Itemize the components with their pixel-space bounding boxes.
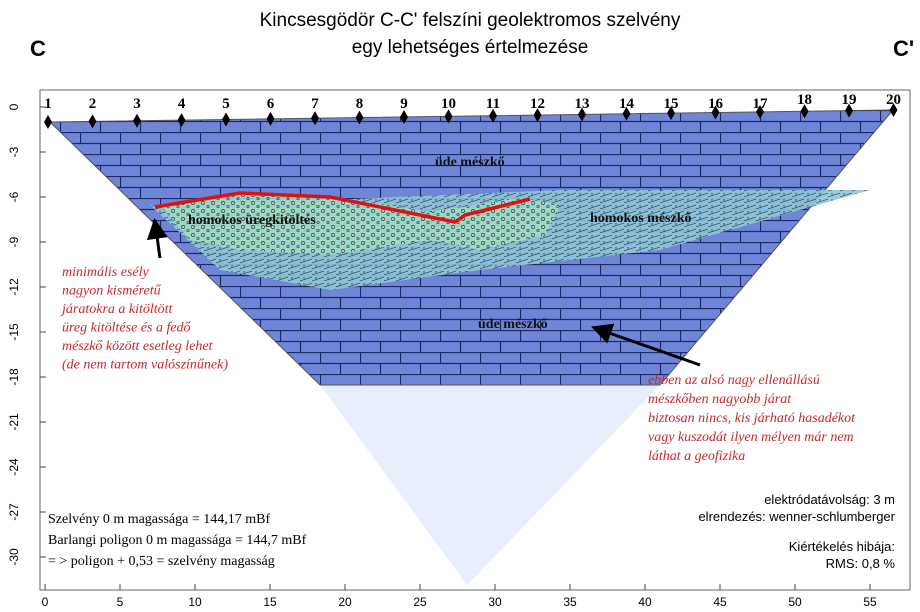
section-end: C [30,36,46,61]
x-tick-label: 15 [263,595,277,609]
electrode-number: 3 [133,96,141,112]
x-tick-label: 10 [188,595,202,609]
electrode-number: 8 [356,96,364,112]
electrode-number: 5 [222,96,230,112]
title: egy lehetséges értelmezése [352,37,589,58]
info: = > poligon + 0,53 = szelvény magasság [48,554,275,569]
y-tick-label: -3 [7,146,21,157]
x-tick-label: 45 [713,595,727,609]
layer-label: üde mészkő [435,155,505,170]
note: ebben az alsó nagy ellenállású [648,373,820,388]
electrode-number: 7 [311,96,319,112]
note: mészkő között esetleg lehet [62,339,214,354]
info: elektródatávolság: 3 m [764,492,895,507]
section-end: C' [893,36,914,61]
y-tick-label: -18 [7,368,21,386]
info: RMS: 0,8 % [826,556,896,571]
x-tick-label: 5 [117,595,124,609]
y-tick-label: -6 [7,191,21,202]
x-tick-label: 25 [413,595,427,609]
info: Barlangi poligon 0 m magassága = 144,7 m… [48,533,307,548]
x-tick-label: 40 [638,595,652,609]
y-tick-label: -12 [7,278,21,296]
info: Kiértékelés hibája: [789,539,895,554]
note: minimális esély [62,265,149,280]
info: elrendezés: wenner-schlumberger [698,509,895,524]
note: láthat a geofizika [648,449,745,464]
note: vagy kuszodát ilyen mélyen már nem [648,430,854,445]
y-tick-label: -24 [7,458,21,476]
note: üreg kitöltése és a fedő [62,321,192,336]
x-tick-label: 0 [42,595,49,609]
note: nagyon kisméretű [62,284,162,299]
y-tick-label: 0 [7,103,21,110]
x-tick-label: 55 [863,595,877,609]
title: Kincsesgödör C-C' felszíni geolektromos … [260,10,681,31]
section-figure: Kincsesgödör C-C' felszíni geolektromos … [0,0,920,612]
electrode-number: 9 [400,96,408,112]
note: (de nem tartom valószínűnek) [62,358,228,373]
note: biztosan nincs, kis járható hasadékot [648,411,856,426]
y-tick-label: -9 [7,236,21,247]
x-tick-label: 30 [488,595,502,609]
y-tick-label: -30 [7,548,21,566]
x-tick-label: 50 [788,595,802,609]
note: járatokra a kitöltött [60,302,174,317]
layer-label: homokos üregkitöltés [188,213,316,228]
x-tick-label: 35 [563,595,577,609]
layer-label: homokos mészkő [590,211,692,226]
info: Szelvény 0 m magassága = 144,17 mBf [48,512,270,527]
y-tick-label: -15 [7,323,21,341]
y-tick-label: -27 [7,503,21,521]
electrode-number: 6 [267,96,275,112]
x-tick-label: 20 [338,595,352,609]
electrode-number: 4 [178,96,186,112]
layer-label: üde mészkő [478,317,548,332]
note: mészkőben nagyobb járat [648,392,792,407]
electrode-number: 2 [89,96,97,112]
electrode-number: 1 [44,96,52,112]
y-tick-label: -21 [7,413,21,431]
